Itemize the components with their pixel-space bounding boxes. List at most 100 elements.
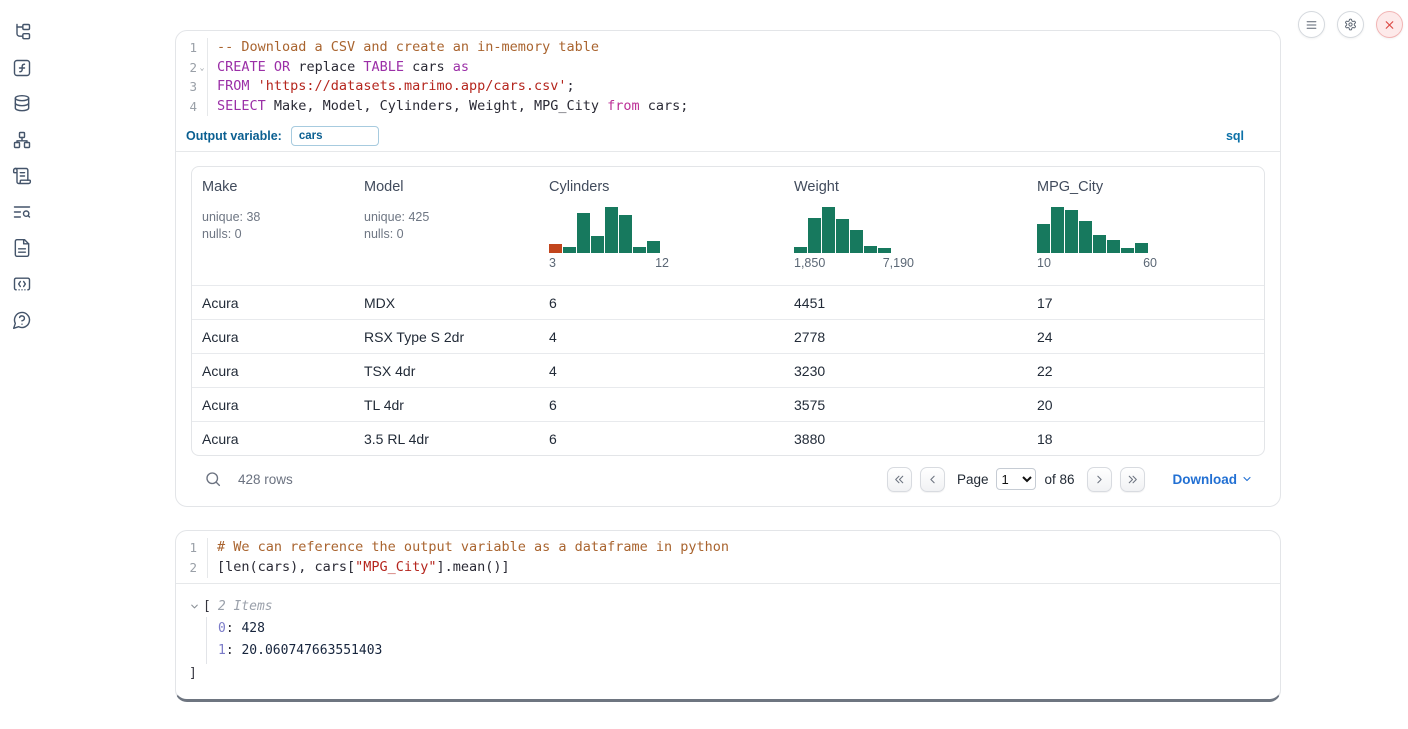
column-header[interactable]: Weight1,8507,190 <box>784 167 1027 285</box>
search-list-icon[interactable] <box>12 202 32 222</box>
histogram-bar <box>1093 235 1106 253</box>
axis-tick-label: 12 <box>655 256 669 270</box>
table-row[interactable]: AcuraTSX 4dr4323022 <box>192 353 1264 387</box>
next-page-button[interactable] <box>1087 467 1112 492</box>
output-variable-row: Output variable: sql <box>176 121 1280 152</box>
column-header[interactable]: Modelunique: 425nulls: 0 <box>354 167 539 285</box>
table-cell: Acura <box>192 295 354 311</box>
column-name: Model <box>364 179 531 195</box>
function-icon[interactable] <box>12 58 32 78</box>
line-gutter: 2 <box>176 558 208 578</box>
table-footer: 428 rows Page 1 of 86 <box>191 456 1265 502</box>
download-label: Download <box>1173 472 1238 487</box>
histogram-bar <box>1121 248 1134 253</box>
histogram-bar <box>619 215 632 253</box>
fold-chevron-icon[interactable]: ⌄ <box>197 58 207 78</box>
close-bracket: ] <box>189 664 1264 684</box>
help-icon[interactable] <box>12 310 32 330</box>
table-row[interactable]: AcuraTL 4dr6357520 <box>192 387 1264 421</box>
histogram-bar <box>549 244 562 253</box>
histogram-bar <box>1051 207 1064 253</box>
code-line[interactable]: 3FROM 'https://datasets.marimo.app/cars.… <box>176 77 1280 97</box>
table-cell: 4 <box>539 329 784 345</box>
sql-cell: 1-- Download a CSV and create an in-memo… <box>175 30 1281 507</box>
code-text: [len(cars), cars["MPG_City"].mean()] <box>208 558 510 578</box>
column-header[interactable]: MPG_City1060 <box>1027 167 1264 285</box>
histogram-bar <box>822 207 835 253</box>
line-gutter: 4 <box>176 97 208 117</box>
line-gutter: 1 <box>176 538 208 558</box>
column-header[interactable]: Cylinders312 <box>539 167 784 285</box>
code-line[interactable]: 4SELECT Make, Model, Cylinders, Weight, … <box>176 97 1280 117</box>
file-tree-icon[interactable] <box>12 22 32 42</box>
column-header[interactable]: Makeunique: 38nulls: 0 <box>192 167 354 285</box>
histogram-bar <box>591 236 604 253</box>
line-number: 1 <box>176 38 197 58</box>
rows-count: 428 rows <box>238 472 293 487</box>
code-line[interactable]: 2⌄CREATE OR replace TABLE cars as <box>176 58 1280 78</box>
histogram-bar <box>878 248 891 253</box>
tree-root[interactable]: [ 2 Items <box>189 597 1264 617</box>
chevron-down-icon[interactable] <box>189 601 200 612</box>
sidebar <box>0 0 44 330</box>
page-label: Page <box>957 472 989 487</box>
item-index: 1 <box>218 643 226 658</box>
column-name: Make <box>202 179 346 195</box>
scroll-icon[interactable] <box>12 166 32 186</box>
table-cell: TSX 4dr <box>354 363 539 379</box>
axis-tick-label: 3 <box>549 256 556 270</box>
table-cell: 4 <box>539 363 784 379</box>
axis-labels: 1060 <box>1037 256 1157 270</box>
line-gutter: 3 <box>176 77 208 97</box>
item-value: 428 <box>241 621 264 636</box>
table-cell: 3575 <box>784 397 1027 413</box>
close-button[interactable] <box>1376 11 1403 38</box>
sql-code-editor[interactable]: 1-- Download a CSV and create an in-memo… <box>176 31 1280 121</box>
previous-page-button[interactable] <box>920 467 945 492</box>
column-stat: nulls: 0 <box>364 226 531 243</box>
table-cell: 6 <box>539 431 784 447</box>
python-cell-output: [ 2 Items 0: 4281: 20.060747663551403 ] <box>176 584 1280 699</box>
code-text: # We can reference the output variable a… <box>208 538 729 558</box>
table-cell: Acura <box>192 431 354 447</box>
table-cell: RSX Type S 2dr <box>354 329 539 345</box>
histogram <box>794 205 908 253</box>
histogram-bar <box>1107 240 1120 253</box>
first-page-button[interactable] <box>887 467 912 492</box>
code-line[interactable]: 1 # We can reference the output variable … <box>176 538 1280 558</box>
snippets-icon[interactable] <box>12 274 32 294</box>
table-header: Makeunique: 38nulls: 0Modelunique: 425nu… <box>192 167 1264 285</box>
table-row[interactable]: AcuraMDX6445117 <box>192 285 1264 319</box>
axis-tick-label: 7,190 <box>883 256 914 270</box>
table-cell: 2778 <box>784 329 1027 345</box>
item-value: 20.060747663551403 <box>241 643 382 658</box>
page-select[interactable]: 1 <box>996 468 1036 490</box>
settings-button[interactable] <box>1337 11 1364 38</box>
search-icon[interactable] <box>204 470 222 488</box>
histogram-bar <box>577 213 590 253</box>
code-line[interactable]: 1-- Download a CSV and create an in-memo… <box>176 38 1280 58</box>
document-icon[interactable] <box>12 238 32 258</box>
table-cell: TL 4dr <box>354 397 539 413</box>
code-line[interactable]: 2[len(cars), cars["MPG_City"].mean()] <box>176 558 1280 578</box>
notebook: 1-- Download a CSV and create an in-memo… <box>175 30 1281 702</box>
histogram-bar <box>1079 221 1092 253</box>
output-variable-label: Output variable: <box>186 129 282 143</box>
download-button[interactable]: Download <box>1173 472 1254 487</box>
database-icon[interactable] <box>12 94 32 114</box>
sql-cell-output: Makeunique: 38nulls: 0Modelunique: 425nu… <box>176 152 1280 506</box>
table-row[interactable]: AcuraRSX Type S 2dr4277824 <box>192 319 1264 353</box>
menu-button[interactable] <box>1298 11 1325 38</box>
histogram-bar <box>864 246 877 253</box>
python-code-editor[interactable]: 1 # We can reference the output variable … <box>176 531 1280 583</box>
output-variable-input[interactable] <box>291 126 379 146</box>
line-number: 1 <box>176 538 197 558</box>
dependency-graph-icon[interactable] <box>12 130 32 150</box>
table-row[interactable]: Acura3.5 RL 4dr6388018 <box>192 421 1264 455</box>
histogram-bar <box>647 241 660 253</box>
table-cell: 3.5 RL 4dr <box>354 431 539 447</box>
histogram <box>549 205 663 253</box>
line-gutter: 1 <box>176 38 208 58</box>
last-page-button[interactable] <box>1120 467 1145 492</box>
code-text: CREATE OR replace TABLE cars as <box>208 58 469 78</box>
